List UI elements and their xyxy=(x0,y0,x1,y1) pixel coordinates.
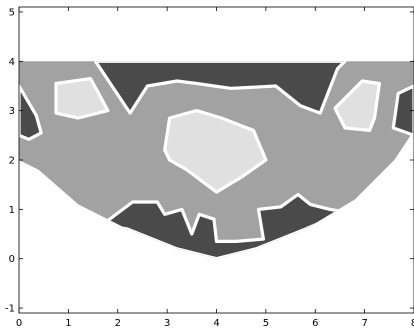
x-tick-label: 6 xyxy=(312,318,318,329)
x-tick-label: 8 xyxy=(411,318,414,329)
contour-region-dark-2 xyxy=(19,84,43,141)
x-tick-label: 4 xyxy=(213,318,219,329)
y-tick-label: 5 xyxy=(9,7,15,18)
contour-region-light-5 xyxy=(163,108,268,194)
contour-region-dark-1 xyxy=(93,61,347,115)
contour-region-dark-3 xyxy=(391,84,414,137)
contour-region-dark-4 xyxy=(101,192,347,259)
x-tick-label: 1 xyxy=(65,318,71,329)
x-tick-label: 2 xyxy=(115,318,121,329)
x-tick-labels: 0 1 2 3 4 5 6 7 8 xyxy=(16,318,414,329)
y-tick-label: 0 xyxy=(9,254,15,265)
x-tick-label: 0 xyxy=(16,318,22,329)
contour-region-light-7 xyxy=(333,79,381,132)
x-tick-label: 3 xyxy=(164,318,170,329)
y-tick-label: -1 xyxy=(5,304,15,315)
y-tick-label: 1 xyxy=(9,205,15,216)
x-tick-label: 7 xyxy=(361,318,367,329)
filled-contour-regions xyxy=(19,61,414,259)
contour-region-light-6 xyxy=(54,76,110,120)
y-tick-labels: -1 0 1 2 3 4 5 xyxy=(5,7,15,314)
y-tick-label: 4 xyxy=(9,57,15,68)
x-tick-label: 5 xyxy=(263,318,269,329)
y-tick-label: 3 xyxy=(9,106,15,117)
axis-ticks xyxy=(18,7,414,313)
y-tick-label: 2 xyxy=(9,156,15,167)
